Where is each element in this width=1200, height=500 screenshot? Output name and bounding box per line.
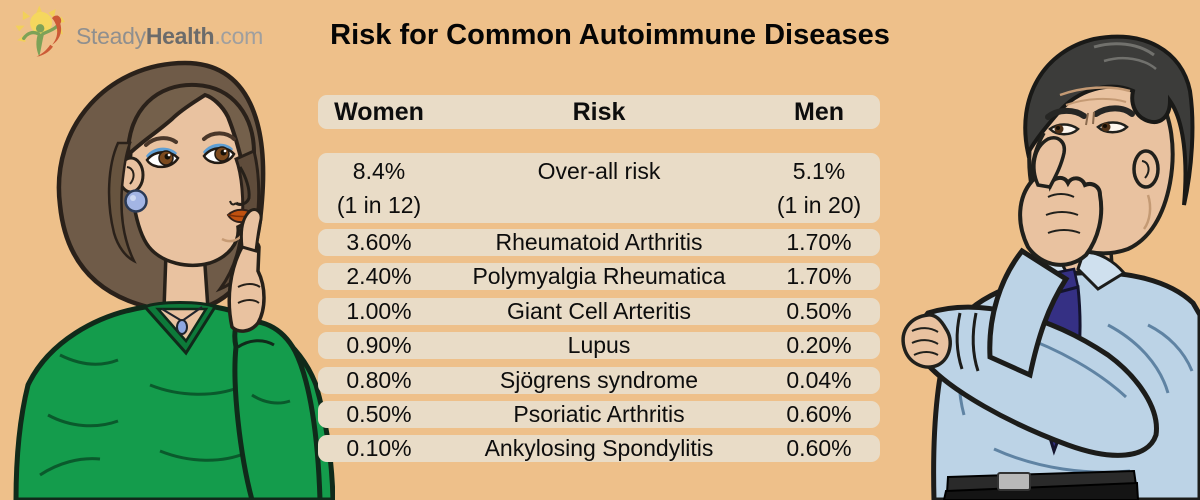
header-risk: Risk — [572, 97, 626, 126]
row-disease-label: Polymyalgia Rheumatica — [472, 263, 726, 290]
row-women-value: 0.50% — [346, 400, 412, 427]
thinking-man-illustration — [901, 34, 1200, 500]
row-women-value: 2.40% — [346, 263, 412, 290]
overall-women-pct: 8.4% — [352, 158, 406, 184]
logo-text: SteadyHealth.com — [76, 23, 263, 50]
row-women-value: 1.00% — [346, 297, 412, 324]
overall-line-values: 8.4% Over-all risk 5.1% — [318, 154, 880, 188]
row-men-value: 1.70% — [786, 263, 852, 290]
row-women-value: 0.90% — [346, 332, 412, 359]
overall-men-pct: 5.1% — [792, 158, 846, 184]
logo-dotcom: .com — [214, 22, 263, 49]
overall-ratio-spacer — [440, 188, 758, 222]
disease-row: 0.90% Lupus 0.20% — [318, 332, 880, 360]
row-men-value: 0.04% — [786, 366, 852, 393]
row-disease-label: Ankylosing Spondylitis — [484, 435, 714, 462]
risk-table: Women Risk Men 8.4% Over-all risk 5.1% (… — [318, 95, 880, 470]
steadyhealth-logo: SteadyHealth.com — [10, 2, 263, 62]
overall-women-ratio: (1 in 12) — [336, 192, 422, 218]
sun-figures-logo-icon — [15, 5, 65, 57]
overall-label: Over-all risk — [537, 158, 661, 184]
row-men-value: 0.60% — [786, 435, 852, 462]
row-disease-label: Giant Cell Arteritis — [506, 297, 692, 324]
row-men-value: 0.50% — [786, 297, 852, 324]
row-disease-label: Lupus — [567, 332, 631, 359]
thinking-woman-illustration — [13, 60, 335, 500]
table-header-row: Women Risk Men — [318, 95, 880, 129]
disease-row: 2.40% Polymyalgia Rheumatica 1.70% — [318, 263, 880, 291]
page-title: Risk for Common Autoimmune Diseases — [330, 19, 890, 51]
row-disease-label: Rheumatoid Arthritis — [495, 229, 703, 255]
disease-rows: 3.60% Rheumatoid Arthritis 1.70% 2.40% P… — [318, 229, 880, 463]
row-men-value: 0.60% — [786, 400, 852, 427]
disease-row: 0.10% Ankylosing Spondylitis 0.60% — [318, 435, 880, 463]
row-women-value: 0.80% — [346, 366, 412, 393]
row-women-value: 0.10% — [346, 435, 412, 462]
row-women-value: 3.60% — [346, 229, 412, 255]
row-men-value: 0.20% — [786, 332, 852, 359]
header-women: Women — [334, 97, 424, 126]
overall-men-ratio: (1 in 20) — [776, 192, 862, 218]
logo-steady: Steady — [76, 22, 146, 49]
row-disease-label: Psoriatic Arthritis — [513, 400, 685, 427]
disease-row: 0.80% Sjögrens syndrome 0.04% — [318, 366, 880, 394]
disease-row: 1.00% Giant Cell Arteritis 0.50% — [318, 297, 880, 325]
row-disease-label: Sjögrens syndrome — [499, 366, 699, 393]
disease-row: 3.60% Rheumatoid Arthritis 1.70% — [318, 229, 880, 256]
row-men-value: 1.70% — [786, 229, 852, 255]
logo-health: Health — [145, 22, 215, 49]
disease-row: 0.50% Psoriatic Arthritis 0.60% — [318, 400, 880, 428]
header-men: Men — [794, 97, 844, 126]
overall-risk-row: 8.4% Over-all risk 5.1% (1 in 12) (1 in … — [318, 153, 880, 223]
overall-line-ratios: (1 in 12) (1 in 20) — [318, 188, 880, 222]
